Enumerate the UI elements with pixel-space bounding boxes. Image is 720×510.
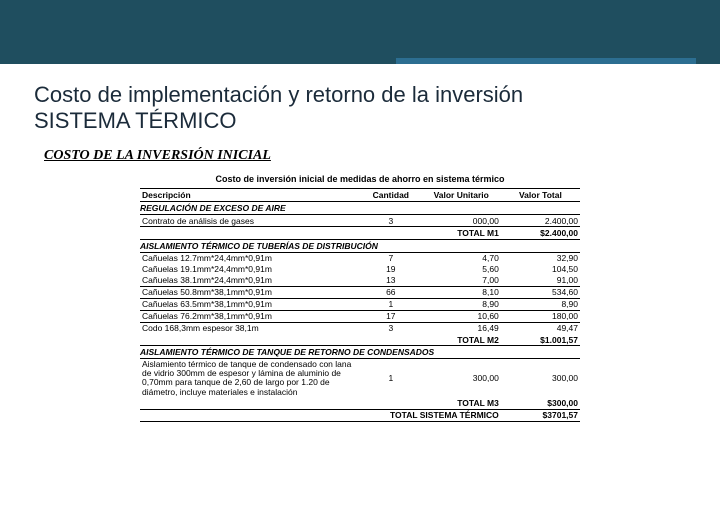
grand-total-label: TOTAL SISTEMA TÉRMICO [140, 409, 501, 421]
cost-table: Descripción Cantidad Valor Unitario Valo… [140, 188, 580, 422]
cell-vu: 8,10 [422, 286, 501, 298]
group-2-title: AISLAMIENTO TÉRMICO DE TUBERÍAS DE DISTR… [140, 239, 580, 252]
cell-vu: 16,49 [422, 322, 501, 334]
cell-qty: 13 [360, 275, 422, 287]
subtotal-row: TOTAL M2 $1.001,57 [140, 334, 580, 346]
cell-qty: 19 [360, 264, 422, 275]
cell-vu: 10,60 [422, 310, 501, 322]
cell-vt: 300,00 [501, 359, 580, 398]
cell-desc: Codo 168,3mm espesor 38,1m [140, 322, 360, 334]
cell-vt: 2.400,00 [501, 215, 580, 227]
table-row: Cañuelas 50.8mm*38,1mm*0,91m668,10534,60 [140, 286, 580, 298]
cell-desc: Cañuelas 38.1mm*24,4mm*0,91m [140, 275, 360, 287]
cell-vt: 180,00 [501, 310, 580, 322]
subtotal-row: TOTAL M1 $2.400,00 [140, 227, 580, 240]
slide-title-line1: Costo de implementación y retorno de la … [34, 82, 686, 108]
grand-total-value: $3701,57 [501, 409, 580, 421]
table-header-row: Descripción Cantidad Valor Unitario Valo… [140, 189, 580, 202]
grand-total-row: TOTAL SISTEMA TÉRMICO $3701,57 [140, 409, 580, 421]
subtotal-label: TOTAL M2 [140, 334, 501, 346]
cell-vt: 8,90 [501, 298, 580, 310]
cell-qty: 1 [360, 359, 422, 398]
cell-desc: Cañuelas 19.1mm*24,4mm*0,91m [140, 264, 360, 275]
cell-vu: 300,00 [422, 359, 501, 398]
col-desc: Descripción [140, 189, 360, 202]
cell-desc: Cañuelas 63.5mm*38,1mm*0,91m [140, 298, 360, 310]
table-row: Contrato de análisis de gases 3 000,00 2… [140, 215, 580, 227]
cell-vt: 49,47 [501, 322, 580, 334]
cell-desc: Aislamiento térmico de tanque de condens… [140, 359, 360, 398]
cell-qty: 7 [360, 252, 422, 264]
cell-vt: 32,90 [501, 252, 580, 264]
table-title: Costo de inversión inicial de medidas de… [140, 174, 580, 188]
table-row: Cañuelas 63.5mm*38,1mm*0,91m18,908,90 [140, 298, 580, 310]
subtotal-label: TOTAL M1 [140, 227, 501, 240]
cell-vt: 104,50 [501, 264, 580, 275]
cell-qty: 3 [360, 322, 422, 334]
section-label: COSTO DE LA INVERSIÓN INICIAL [44, 148, 686, 164]
cell-vu: 8,90 [422, 298, 501, 310]
cell-desc: Cañuelas 12.7mm*24,4mm*0,91m [140, 252, 360, 264]
col-vt: Valor Total [501, 189, 580, 202]
header-accent-bar [396, 58, 696, 64]
cell-vu: 4,70 [422, 252, 501, 264]
subtotal-row: TOTAL M3 $300,00 [140, 397, 580, 409]
cost-table-wrap: Costo de inversión inicial de medidas de… [140, 174, 580, 422]
cell-desc: Cañuelas 76.2mm*38,1mm*0,91m [140, 310, 360, 322]
col-vu: Valor Unitario [422, 189, 501, 202]
cell-vu: 000,00 [422, 215, 501, 227]
cell-vu: 5,60 [422, 264, 501, 275]
table-row: Cañuelas 76.2mm*38,1mm*0,91m1710,60180,0… [140, 310, 580, 322]
cell-vt: 534,60 [501, 286, 580, 298]
col-qty: Cantidad [360, 189, 422, 202]
slide-content: Costo de implementación y retorno de la … [0, 64, 720, 422]
cell-desc: Cañuelas 50.8mm*38,1mm*0,91m [140, 286, 360, 298]
table-row: Aislamiento térmico de tanque de condens… [140, 359, 580, 398]
cell-qty: 1 [360, 298, 422, 310]
cell-vu: 7,00 [422, 275, 501, 287]
cell-qty: 3 [360, 215, 422, 227]
group-3-title: AISLAMIENTO TÉRMICO DE TANQUE DE RETORNO… [140, 346, 580, 359]
subtotal-value: $2.400,00 [501, 227, 580, 240]
group-1-title: REGULACIÓN DE EXCESO DE AIRE [140, 202, 580, 215]
subtotal-value: $300,00 [501, 397, 580, 409]
table-row: Cañuelas 19.1mm*24,4mm*0,91m195,60104,50 [140, 264, 580, 275]
subtotal-value: $1.001,57 [501, 334, 580, 346]
cell-qty: 17 [360, 310, 422, 322]
cell-vt: 91,00 [501, 275, 580, 287]
subtotal-label: TOTAL M3 [140, 397, 501, 409]
table-row: Cañuelas 12.7mm*24,4mm*0,91m74,7032,90 [140, 252, 580, 264]
cell-qty: 66 [360, 286, 422, 298]
cell-desc: Contrato de análisis de gases [140, 215, 360, 227]
slide-title-line2: SISTEMA TÉRMICO [34, 108, 686, 134]
table-row: Codo 168,3mm espesor 38,1m316,4949,47 [140, 322, 580, 334]
slide-header [0, 0, 720, 64]
table-row: Cañuelas 38.1mm*24,4mm*0,91m137,0091,00 [140, 275, 580, 287]
